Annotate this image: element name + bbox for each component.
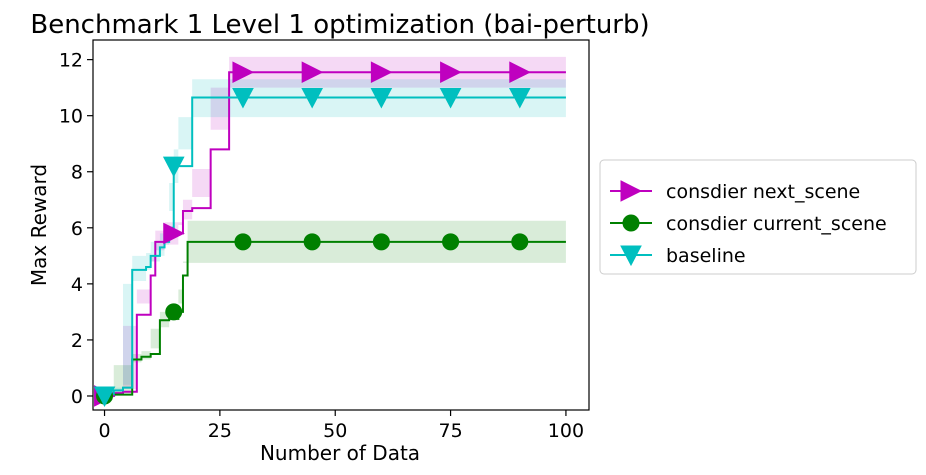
legend-label: consdier next_scene xyxy=(666,181,860,203)
chart-title: Benchmark 1 Level 1 optimization (bai-pe… xyxy=(30,10,649,40)
series-1-point xyxy=(234,233,252,251)
series-0-point xyxy=(370,61,393,84)
legend: consdier next_scene consdier current_scen… xyxy=(599,159,917,275)
x-tick-label: 50 xyxy=(323,420,347,442)
series-1-point xyxy=(511,233,529,251)
series-2-point xyxy=(508,87,531,109)
y-tick-label: 10 xyxy=(59,106,83,128)
series-2-confidence-band xyxy=(104,79,566,399)
y-axis-label: Max Reward xyxy=(27,164,51,286)
series-1-point xyxy=(442,233,460,251)
series-0-point xyxy=(163,222,185,245)
plot-area xyxy=(93,56,566,408)
series-1-point xyxy=(165,303,183,321)
y-tick-label: 12 xyxy=(59,50,83,72)
series-2-point xyxy=(370,87,393,109)
series-0-point xyxy=(301,61,324,84)
series-2-point xyxy=(439,87,462,109)
x-tick-label: 25 xyxy=(208,420,232,442)
legend-marker xyxy=(620,180,643,202)
y-tick-label: 8 xyxy=(71,162,83,184)
x-tick-label: 75 xyxy=(438,420,462,442)
y-tick-label: 6 xyxy=(71,218,83,240)
series-2-point xyxy=(232,87,254,109)
series-1-point xyxy=(372,233,390,251)
series-1-line xyxy=(104,240,566,397)
legend-marker xyxy=(622,214,640,232)
y-tick-label: 0 xyxy=(71,386,83,408)
series-0-point xyxy=(440,61,462,84)
y-tick-label: 4 xyxy=(71,274,83,296)
legend-label: consdier current_scene xyxy=(666,213,887,235)
series-1-point xyxy=(303,233,321,251)
x-axis-label: Number of Data xyxy=(260,441,420,465)
series-0-point xyxy=(232,61,255,84)
series-0-point xyxy=(509,61,531,84)
series-2-point xyxy=(162,156,185,178)
legend-label: baseline xyxy=(666,245,746,267)
x-tick-label: 0 xyxy=(98,420,110,442)
series-2-point xyxy=(301,87,323,109)
axes: 0 25 50 75 100 0 2 4 6 8 10 12 xyxy=(59,39,590,442)
y-tick-label: 2 xyxy=(71,330,83,352)
series-2-point xyxy=(93,386,116,408)
x-tick-label: 100 xyxy=(548,420,584,442)
legend-marker xyxy=(620,245,642,267)
plot-clip-group xyxy=(104,56,566,399)
plot-frame xyxy=(92,39,590,411)
legend-box xyxy=(599,159,917,275)
